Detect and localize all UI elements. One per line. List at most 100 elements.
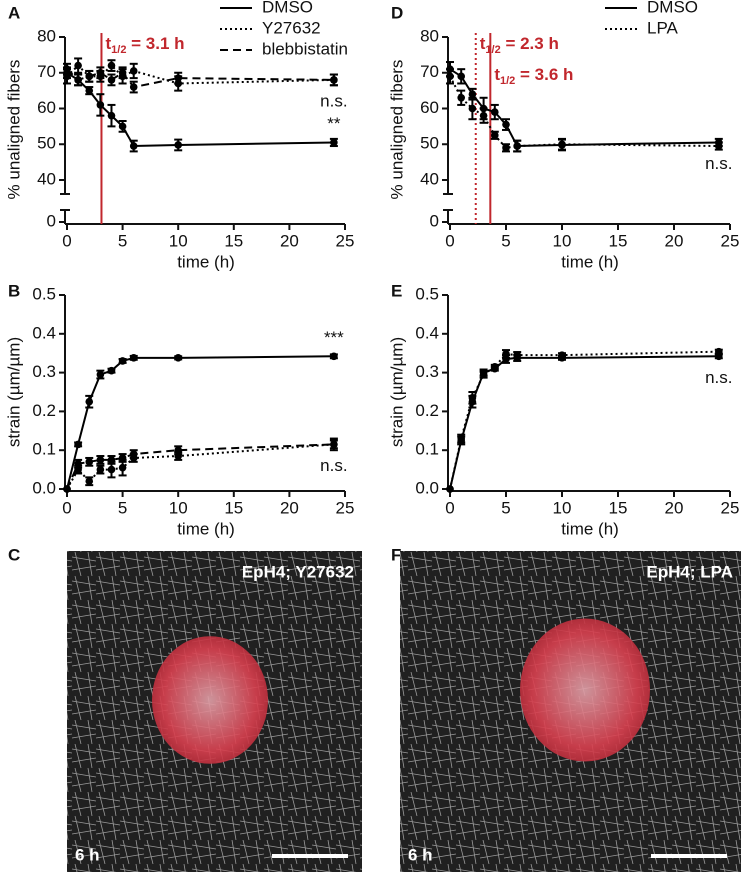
y-tick-label: 0.4 — [415, 323, 439, 342]
data-point — [513, 142, 521, 150]
x-tick-label: 15 — [609, 498, 628, 517]
data-point — [85, 86, 94, 95]
data-point — [446, 72, 454, 81]
half-time-label: t1/2 = 3.1 h — [105, 34, 184, 55]
data-point — [174, 141, 182, 149]
x-tick-label: 0 — [62, 231, 71, 250]
significance-label: n.s. — [320, 456, 347, 475]
y-tick-label: 40 — [420, 169, 439, 188]
data-point — [107, 76, 116, 84]
image-label: EpH4; Y27632 — [242, 562, 354, 581]
data-point — [715, 142, 723, 150]
x-tick-label: 10 — [169, 498, 188, 517]
series-line — [449, 355, 719, 490]
data-point — [129, 67, 138, 75]
legend-label: DMSO — [262, 0, 313, 16]
significance-label: ** — [327, 114, 341, 133]
label-main: t — [105, 34, 111, 53]
series-line — [66, 443, 334, 490]
data-point — [174, 354, 182, 362]
panel-letter: F — [391, 545, 401, 564]
x-tick-label: 25 — [721, 231, 740, 250]
y-tick-label: 0.2 — [415, 401, 439, 420]
data-point — [457, 93, 466, 102]
x-axis-title: time (h) — [561, 519, 619, 538]
x-tick-label: 0 — [445, 231, 454, 250]
data-point — [118, 68, 127, 77]
panel-letter: A — [8, 3, 20, 22]
data-point — [96, 370, 105, 379]
data-point — [479, 111, 488, 120]
data-point — [107, 465, 116, 474]
y-tick-label: 60 — [37, 98, 56, 117]
data-point — [491, 131, 499, 140]
half-time-label: t1/2 = 3.6 h — [494, 65, 573, 86]
label-sub: 1/2 — [111, 44, 126, 56]
legend-label: DMSO — [647, 0, 698, 16]
image-time: 6 h — [75, 845, 100, 864]
data-point — [491, 362, 499, 371]
significance-label: *** — [324, 328, 344, 347]
label-rest: = 3.6 h — [515, 65, 573, 84]
data-point — [63, 65, 71, 73]
y-tick-label: 0.4 — [32, 323, 56, 342]
y-axis-title: strain (µm/µm) — [387, 337, 406, 447]
data-point — [174, 74, 182, 82]
y-tick-label: 40 — [37, 169, 56, 188]
x-tick-label: 5 — [118, 231, 127, 250]
series-line — [449, 350, 719, 490]
spheroid — [152, 636, 268, 764]
panel-letter: B — [8, 281, 20, 300]
y-axis-title: % unaligned fibers — [387, 60, 406, 200]
data-point — [118, 357, 127, 365]
x-tick-label: 20 — [665, 231, 684, 250]
data-point — [63, 485, 71, 493]
y-tick-label: 80 — [37, 26, 56, 45]
label-rest: = 2.3 h — [501, 34, 559, 53]
panel-letter: E — [391, 281, 402, 300]
x-axis-title: time (h) — [177, 519, 235, 538]
data-point — [330, 352, 338, 361]
data-point — [446, 485, 454, 493]
data-point — [502, 144, 510, 152]
label-main: t — [480, 34, 486, 53]
x-tick-label: 15 — [224, 231, 243, 250]
data-point — [74, 459, 82, 468]
data-point — [96, 465, 105, 474]
spheroid — [520, 618, 650, 762]
x-tick-label: 20 — [665, 498, 684, 517]
y-tick-label: 70 — [37, 62, 56, 81]
x-tick-label: 20 — [280, 231, 299, 250]
y-tick-label: 60 — [420, 98, 439, 117]
data-point — [502, 120, 510, 129]
series-line — [66, 71, 334, 148]
legend-label: LPA — [647, 18, 679, 37]
data-point — [502, 350, 510, 358]
y-tick-label: 0.3 — [32, 362, 56, 381]
y-tick-label: 0.1 — [415, 440, 439, 459]
x-axis-title: time (h) — [177, 252, 235, 271]
x-tick-label: 25 — [721, 498, 740, 517]
label-sub: 1/2 — [485, 44, 500, 56]
y-tick-label: 50 — [420, 134, 439, 153]
x-axis-title: time (h) — [561, 252, 619, 271]
y-tick-label: 0.5 — [32, 284, 56, 303]
data-point — [479, 370, 488, 379]
data-point — [129, 142, 138, 150]
x-tick-label: 10 — [553, 231, 572, 250]
label-main: t — [494, 65, 500, 84]
data-point — [468, 394, 477, 402]
data-point — [491, 108, 499, 116]
data-point — [457, 72, 466, 81]
data-point — [118, 463, 127, 472]
significance-label: n.s. — [705, 154, 732, 173]
y-tick-label: 0.3 — [415, 362, 439, 381]
y-tick-label: 0.0 — [32, 478, 56, 497]
data-point — [457, 434, 466, 443]
x-tick-label: 10 — [169, 231, 188, 250]
y-tick-label: 0.5 — [415, 284, 439, 303]
data-point — [513, 351, 521, 359]
y-tick-label: 50 — [37, 134, 56, 153]
data-point — [85, 397, 94, 406]
